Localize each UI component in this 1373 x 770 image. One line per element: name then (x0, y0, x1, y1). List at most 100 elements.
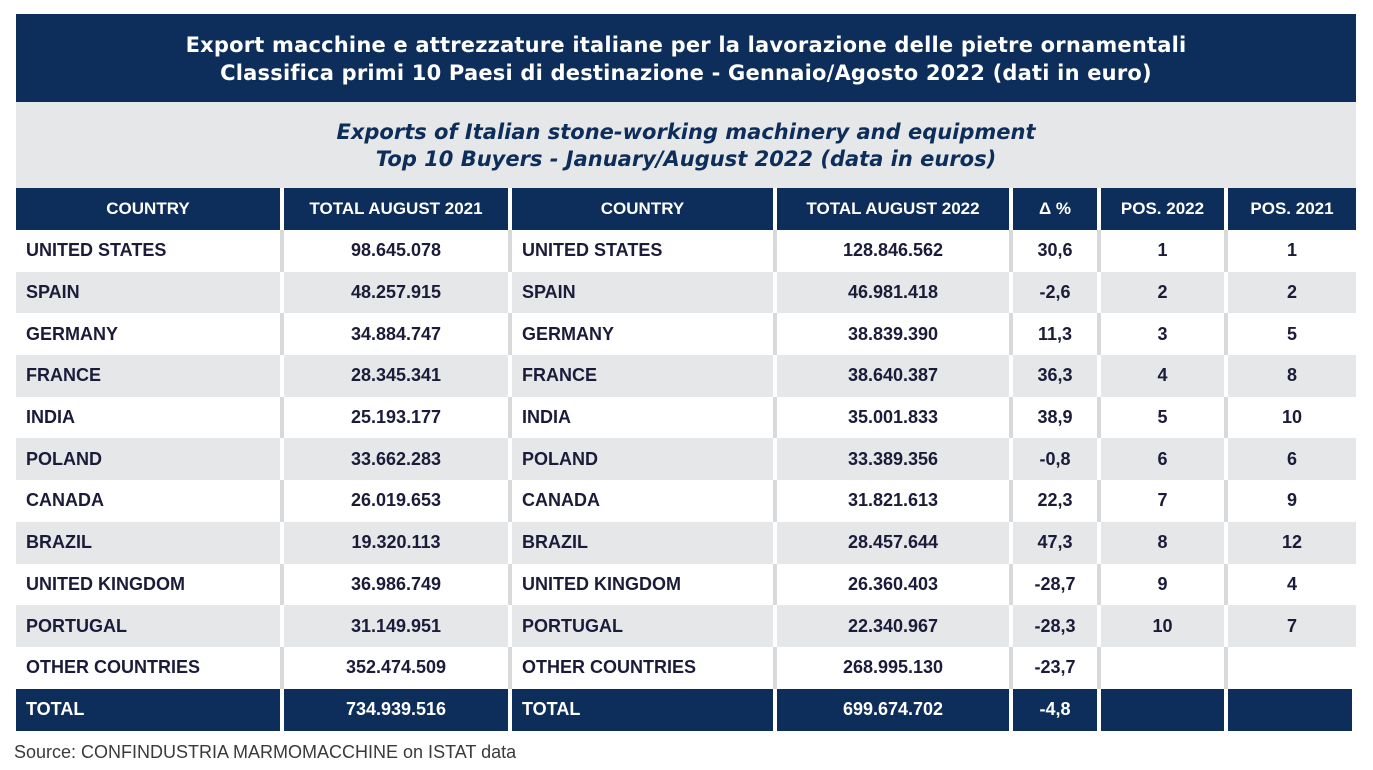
cell-pos-2021: 10 (1228, 396, 1356, 439)
cell-pos-2021 (1228, 646, 1356, 689)
table-row: PORTUGAL 31.149.951 PORTUGAL 22.340.967 -28,… (16, 605, 1356, 647)
cell-country-2021: UNITED STATES (16, 230, 284, 272)
cell-total-2022: 35.001.833 (777, 396, 1013, 439)
cell-country-2021: FRANCE (16, 355, 284, 397)
cell-pos-2022: 4 (1101, 355, 1228, 397)
cell-total-2022: 128.846.562 (777, 230, 1013, 272)
cell-pos-2021: 12 (1228, 521, 1356, 564)
cell-total-2022: 31.821.613 (777, 480, 1013, 522)
cell-total-2022: 268.995.130 (777, 646, 1013, 689)
cell-country-2021: SPAIN (16, 271, 284, 314)
exports-table: COUNTRY TOTAL AUGUST 2021 COUNTRY TOTAL AUG… (16, 188, 1356, 731)
cell-country-2022: FRANCE (512, 355, 777, 397)
cell-country-2022: OTHER COUNTRIES (512, 646, 777, 689)
cell-pos-2022 (1101, 646, 1228, 689)
total-cell-country-2021: TOTAL (16, 688, 284, 731)
cell-delta-pct: 22,3 (1013, 480, 1101, 522)
cell-country-2021: BRAZIL (16, 521, 284, 564)
header-pos-2021: POS. 2021 (1228, 188, 1356, 230)
cell-pos-2021: 1 (1228, 230, 1356, 272)
cell-pos-2021: 2 (1228, 271, 1356, 314)
cell-total-2021: 352.474.509 (284, 646, 512, 689)
cell-pos-2021: 7 (1228, 605, 1356, 647)
cell-country-2021: GERMANY (16, 313, 284, 356)
cell-total-2022: 46.981.418 (777, 271, 1013, 314)
cell-delta-pct: -28,3 (1013, 605, 1101, 647)
table-row: UNITED KINGDOM 36.986.749 UNITED KINGDOM 26… (16, 563, 1356, 606)
cell-country-2021: PORTUGAL (16, 605, 284, 647)
cell-delta-pct: -23,7 (1013, 646, 1101, 689)
cell-total-2021: 19.320.113 (284, 521, 512, 564)
cell-pos-2021: 8 (1228, 355, 1356, 397)
cell-total-2021: 33.662.283 (284, 438, 512, 481)
cell-total-2021: 36.986.749 (284, 563, 512, 606)
table-row: INDIA 25.193.177 INDIA 35.001.833 38,9 5 10 (16, 396, 1356, 439)
header-country-2021: COUNTRY (16, 188, 284, 230)
cell-pos-2022: 10 (1101, 605, 1228, 647)
cell-country-2022: PORTUGAL (512, 605, 777, 647)
cell-country-2021: POLAND (16, 438, 284, 481)
total-cell-pos-2022 (1101, 688, 1228, 731)
table-body: UNITED STATES 98.645.078 UNITED STATES 128.… (16, 230, 1356, 689)
cell-total-2021: 28.345.341 (284, 355, 512, 397)
cell-delta-pct: -0,8 (1013, 438, 1101, 481)
total-cell-pos-2021 (1228, 688, 1356, 731)
cell-total-2021: 48.257.915 (284, 271, 512, 314)
english-title-band: Exports of Italian stone-working machine… (16, 102, 1356, 188)
cell-pos-2021: 6 (1228, 438, 1356, 481)
cell-pos-2022: 1 (1101, 230, 1228, 272)
total-cell-total-2021: 734.939.516 (284, 688, 512, 731)
cell-pos-2021: 9 (1228, 480, 1356, 522)
cell-pos-2021: 4 (1228, 563, 1356, 606)
table-panel: Export macchine e attrezzature italiane … (16, 14, 1356, 731)
cell-country-2022: CANADA (512, 480, 777, 522)
cell-total-2022: 22.340.967 (777, 605, 1013, 647)
cell-total-2022: 38.640.387 (777, 355, 1013, 397)
cell-total-2022: 26.360.403 (777, 563, 1013, 606)
cell-delta-pct: 36,3 (1013, 355, 1101, 397)
source-note: Source: CONFINDUSTRIA MARMOMACCHINE on I… (14, 742, 517, 762)
total-cell-delta-pct: -4,8 (1013, 688, 1101, 731)
cell-delta-pct: -28,7 (1013, 563, 1101, 606)
cell-delta-pct: 30,6 (1013, 230, 1101, 272)
cell-total-2021: 31.149.951 (284, 605, 512, 647)
cell-country-2022: UNITED STATES (512, 230, 777, 272)
italian-title-line-2: Classifica primi 10 Paesi di destinazion… (220, 61, 1152, 85)
cell-delta-pct: 38,9 (1013, 396, 1101, 439)
cell-pos-2022: 3 (1101, 313, 1228, 356)
cell-pos-2022: 5 (1101, 396, 1228, 439)
cell-country-2022: UNITED KINGDOM (512, 563, 777, 606)
table-row: POLAND 33.662.283 POLAND 33.389.356 -0,8 6 6 (16, 438, 1356, 481)
cell-total-2021: 25.193.177 (284, 396, 512, 439)
table-row: UNITED STATES 98.645.078 UNITED STATES 128.… (16, 230, 1356, 272)
cell-delta-pct: 47,3 (1013, 521, 1101, 564)
cell-total-2021: 98.645.078 (284, 230, 512, 272)
cell-country-2022: POLAND (512, 438, 777, 481)
header-row: COUNTRY TOTAL AUGUST 2021 COUNTRY TOTAL AUG… (16, 188, 1356, 230)
cell-pos-2022: 2 (1101, 271, 1228, 314)
cell-country-2021: UNITED KINGDOM (16, 563, 284, 606)
header-pos-2022: POS. 2022 (1101, 188, 1228, 230)
header-total-2022: TOTAL AUGUST 2022 (777, 188, 1013, 230)
cell-country-2022: BRAZIL (512, 521, 777, 564)
cell-country-2022: GERMANY (512, 313, 777, 356)
table-row: CANADA 26.019.653 CANADA 31.821.613 22,3 7 9 (16, 480, 1356, 522)
table-row: GERMANY 34.884.747 GERMANY 38.839.390 11,3 3 5 (16, 313, 1356, 356)
cell-total-2021: 34.884.747 (284, 313, 512, 356)
cell-pos-2022: 9 (1101, 563, 1228, 606)
italian-title-band: Export macchine e attrezzature italiane … (16, 14, 1356, 102)
cell-total-2022: 38.839.390 (777, 313, 1013, 356)
cell-pos-2022: 6 (1101, 438, 1228, 481)
cell-country-2021: OTHER COUNTRIES (16, 646, 284, 689)
cell-pos-2021: 5 (1228, 313, 1356, 356)
table-row: BRAZIL 19.320.113 BRAZIL 28.457.644 47,3 8 12 (16, 521, 1356, 564)
italian-title-line-1: Export macchine e attrezzature italiane … (185, 33, 1187, 57)
cell-country-2021: INDIA (16, 396, 284, 439)
table-row: FRANCE 28.345.341 FRANCE 38.640.387 36,3 4 8 (16, 355, 1356, 397)
cell-country-2022: INDIA (512, 396, 777, 439)
cell-country-2021: CANADA (16, 480, 284, 522)
header-total-2021: TOTAL AUGUST 2021 (284, 188, 512, 230)
cell-total-2022: 28.457.644 (777, 521, 1013, 564)
total-row: TOTAL 734.939.516 TOTAL 699.674.702 -4,8 (16, 688, 1356, 731)
table-row: OTHER COUNTRIES 352.474.509 OTHER COUNTRIE… (16, 646, 1356, 689)
